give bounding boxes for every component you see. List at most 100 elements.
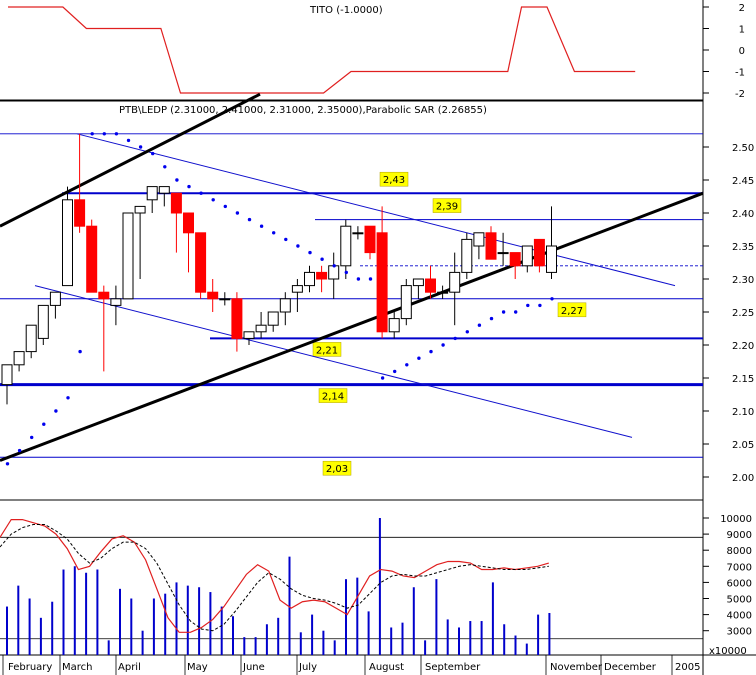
sar-dot bbox=[54, 409, 58, 413]
sar-dot bbox=[126, 138, 131, 143]
price-tick-label: 2.00 bbox=[732, 473, 754, 484]
candle-body bbox=[400, 285, 412, 320]
level-label: 2,21 bbox=[316, 345, 338, 356]
candle-body bbox=[74, 199, 86, 227]
candle-body bbox=[364, 225, 376, 254]
sar-dot bbox=[247, 217, 252, 222]
sar-dot bbox=[429, 349, 433, 354]
candle-body bbox=[231, 298, 243, 339]
candle-body bbox=[546, 245, 557, 273]
candle-body bbox=[412, 278, 424, 287]
candle-body bbox=[37, 304, 49, 339]
candle-body bbox=[509, 252, 521, 267]
candle-body bbox=[316, 271, 328, 280]
candle-body bbox=[207, 291, 219, 300]
sar-dot bbox=[417, 356, 421, 360]
sar-dot bbox=[102, 132, 107, 136]
price-tick-label: 2.40 bbox=[732, 209, 754, 220]
sar-dot bbox=[393, 369, 397, 374]
candle-body bbox=[291, 285, 303, 293]
candle-body bbox=[328, 265, 340, 280]
upper-channel-line bbox=[76, 133, 676, 287]
candle-body bbox=[158, 186, 170, 194]
price-tick-label: 2.15 bbox=[732, 374, 754, 385]
sar-dot bbox=[78, 349, 82, 354]
x-axis-label: April bbox=[118, 662, 141, 673]
x-axis-label: May bbox=[187, 662, 208, 673]
level-label: 2,03 bbox=[326, 464, 348, 475]
volume-tick-label: 4000 bbox=[727, 611, 752, 622]
sar-dot bbox=[259, 224, 264, 228]
candle-body bbox=[267, 311, 279, 326]
candle-body bbox=[255, 324, 267, 333]
candle-body bbox=[533, 238, 545, 267]
sar-dot bbox=[90, 132, 94, 136]
volume-panel: 10000 9000 8000 7000 6000 5000 4000 3000 x10000 bbox=[0, 514, 752, 657]
sar-dot bbox=[441, 343, 445, 347]
sar-dot bbox=[17, 448, 22, 453]
candle-body bbox=[497, 252, 509, 255]
level-label-box bbox=[379, 171, 409, 187]
candle-body bbox=[62, 199, 73, 287]
candle-body bbox=[146, 186, 158, 201]
x-axis-label: June bbox=[242, 662, 265, 673]
sar-dot bbox=[187, 184, 191, 189]
candle-body bbox=[86, 225, 98, 293]
volume-tick-label: 6000 bbox=[727, 578, 752, 589]
level-label-box bbox=[322, 460, 352, 476]
price-tick-label: 2.35 bbox=[732, 242, 754, 253]
x-axis-label: September bbox=[425, 662, 481, 673]
price-panel: 2.50 2.45 2.40 2.35 2.30 2.25 2.20 2.15 2.10 2.05… bbox=[0, 92, 754, 484]
candle-body bbox=[425, 278, 436, 293]
candle-body bbox=[388, 318, 400, 333]
volume-tick-label: 10000 bbox=[720, 514, 752, 525]
lower-trend-line bbox=[0, 191, 704, 462]
price-tick-label: 2.30 bbox=[732, 275, 754, 286]
upper-trend-line bbox=[0, 92, 261, 228]
sar-dot bbox=[284, 237, 288, 242]
level-label: 2,14 bbox=[322, 392, 344, 403]
sar-dot bbox=[223, 204, 227, 209]
sar-dot bbox=[344, 270, 348, 275]
sar-dot bbox=[380, 376, 385, 380]
volume-tick-label: 3000 bbox=[727, 627, 752, 638]
level-label: 2,43 bbox=[383, 175, 405, 186]
volume-tick-label: 7000 bbox=[727, 562, 752, 573]
candle-body bbox=[25, 324, 37, 353]
tito-line bbox=[8, 6, 636, 94]
sar-dot bbox=[151, 151, 155, 156]
sar-dot bbox=[356, 277, 361, 281]
sar-dot bbox=[42, 422, 46, 426]
sar-dot bbox=[5, 462, 10, 466]
price-tick-label: 2.20 bbox=[732, 341, 754, 352]
tito-tick-label: 0 bbox=[739, 46, 745, 57]
x-axis-label: August bbox=[369, 662, 404, 673]
candle-body bbox=[183, 212, 194, 234]
sar-dot bbox=[405, 363, 409, 367]
sar-dot bbox=[538, 303, 542, 308]
sar-dot bbox=[114, 132, 119, 136]
candle-body bbox=[1, 364, 13, 386]
x-axis-label: November bbox=[550, 662, 603, 673]
sar-dot bbox=[296, 244, 300, 248]
candle-body bbox=[49, 291, 61, 306]
level-label-box bbox=[312, 342, 342, 357]
x-axis-label: February bbox=[8, 662, 52, 673]
level-label-box bbox=[557, 302, 587, 318]
sar-dot bbox=[550, 297, 554, 301]
price-tick-label: 2.25 bbox=[732, 308, 754, 319]
sar-dot bbox=[66, 396, 70, 400]
candle-body bbox=[195, 232, 207, 293]
sar-dot bbox=[308, 250, 312, 255]
stochastic-k-line bbox=[0, 519, 549, 633]
x-axis-label: March bbox=[62, 662, 92, 673]
tito-tick-label: 1 bbox=[739, 25, 745, 36]
candle-body bbox=[449, 271, 461, 293]
candle-body bbox=[134, 205, 146, 214]
sar-dot bbox=[332, 264, 336, 268]
price-title: PTB\LEDP (2.31000, 2.41000, 2.31000, 2.3… bbox=[119, 105, 487, 116]
sar-dot bbox=[272, 231, 276, 235]
candle-body bbox=[13, 351, 25, 366]
price-tick-label: 2.50 bbox=[732, 143, 754, 154]
